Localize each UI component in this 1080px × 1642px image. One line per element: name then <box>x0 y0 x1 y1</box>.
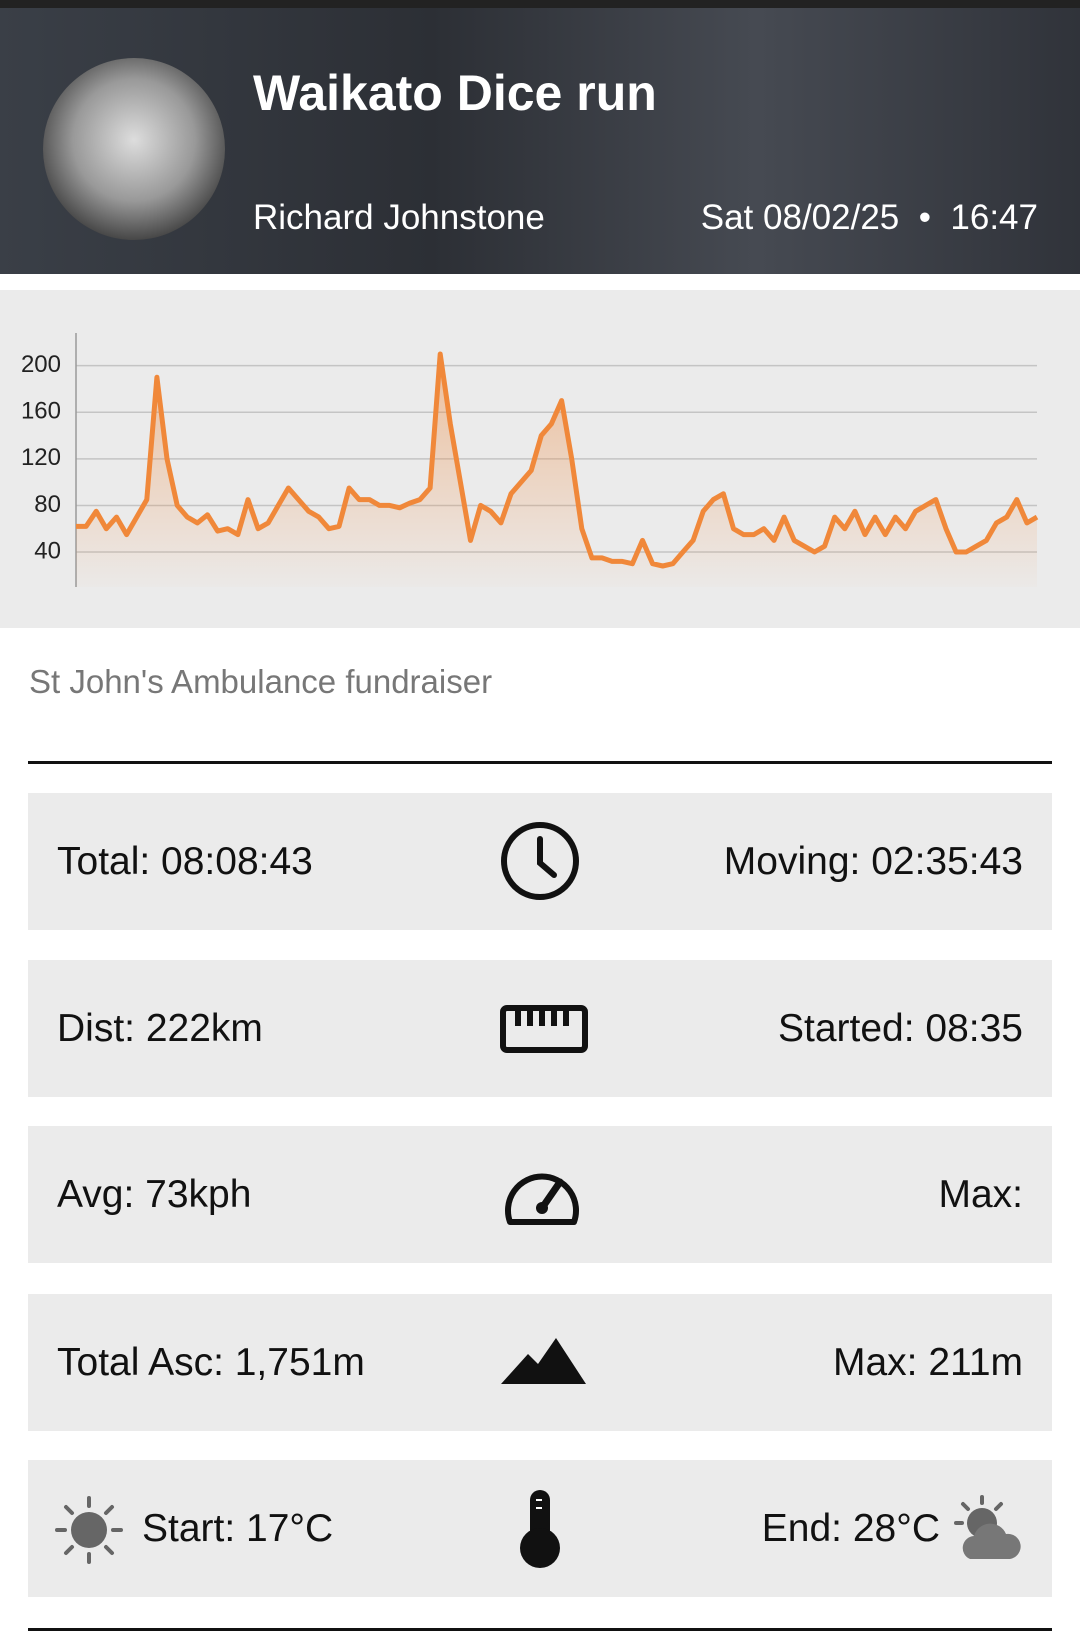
divider <box>28 1628 1052 1631</box>
chart-panel: 40 80 120 160 200 <box>0 290 1080 628</box>
sun-icon <box>55 1496 123 1564</box>
stat-row: Start: 17°C End: 28°C <box>28 1460 1052 1597</box>
avatar[interactable] <box>43 58 225 240</box>
stat-left: Avg: 73kph <box>57 1172 252 1216</box>
cloud-sun-icon <box>954 1495 1021 1559</box>
y-tick-label: 120 <box>21 444 61 471</box>
area-fill <box>76 354 1037 587</box>
ruler-icon <box>500 1005 588 1053</box>
stat-right: Max: <box>938 1172 1023 1216</box>
gauge-icon <box>505 1173 579 1225</box>
date: Sat 08/02/25 <box>700 198 900 237</box>
y-tick-label: 80 <box>34 491 61 518</box>
stat-right: Max: 211m <box>832 1340 1023 1384</box>
stat-row: Avg: 73kph Max: <box>28 1126 1052 1263</box>
speed-line <box>76 351 1039 569</box>
mountain-icon <box>501 1338 586 1384</box>
author[interactable]: Richard Johnstone <box>253 198 545 237</box>
chart: 40 80 120 160 200 <box>21 333 1039 587</box>
stat-row: Total: 08:08:43 Moving: 02:35:43 <box>28 793 1052 930</box>
y-tick-label: 160 <box>21 398 61 425</box>
stat-right: End: 28°C <box>761 1506 940 1550</box>
stat-right: Moving: 02:35:43 <box>723 839 1023 883</box>
stat-left: Total: 08:08:43 <box>57 839 313 883</box>
thermometer-icon <box>520 1490 560 1568</box>
stat-right: Started: 08:35 <box>777 1006 1023 1050</box>
y-tick-label: 200 <box>21 351 61 378</box>
clock-icon <box>501 822 579 900</box>
header: Waikato Dice run Richard Johnstone Sat 0… <box>0 0 1080 274</box>
stat-left: Total Asc: 1,751m <box>57 1340 365 1384</box>
stat-left: Start: 17°C <box>142 1506 334 1550</box>
stat-row: Dist: 222km Started: 08:35 <box>28 960 1052 1097</box>
date-time: Sat 08/02/25 • 16:47 <box>700 198 1038 237</box>
stat-left: Dist: 222km <box>57 1006 263 1050</box>
ride-title: Waikato Dice run <box>253 65 657 121</box>
y-tick-label: 40 <box>34 537 61 564</box>
stat-row: Total Asc: 1,751m Max: 211m <box>28 1294 1052 1431</box>
description: St John's Ambulance fundraiser <box>29 663 493 700</box>
divider <box>28 761 1052 764</box>
time: 16:47 <box>950 198 1038 237</box>
